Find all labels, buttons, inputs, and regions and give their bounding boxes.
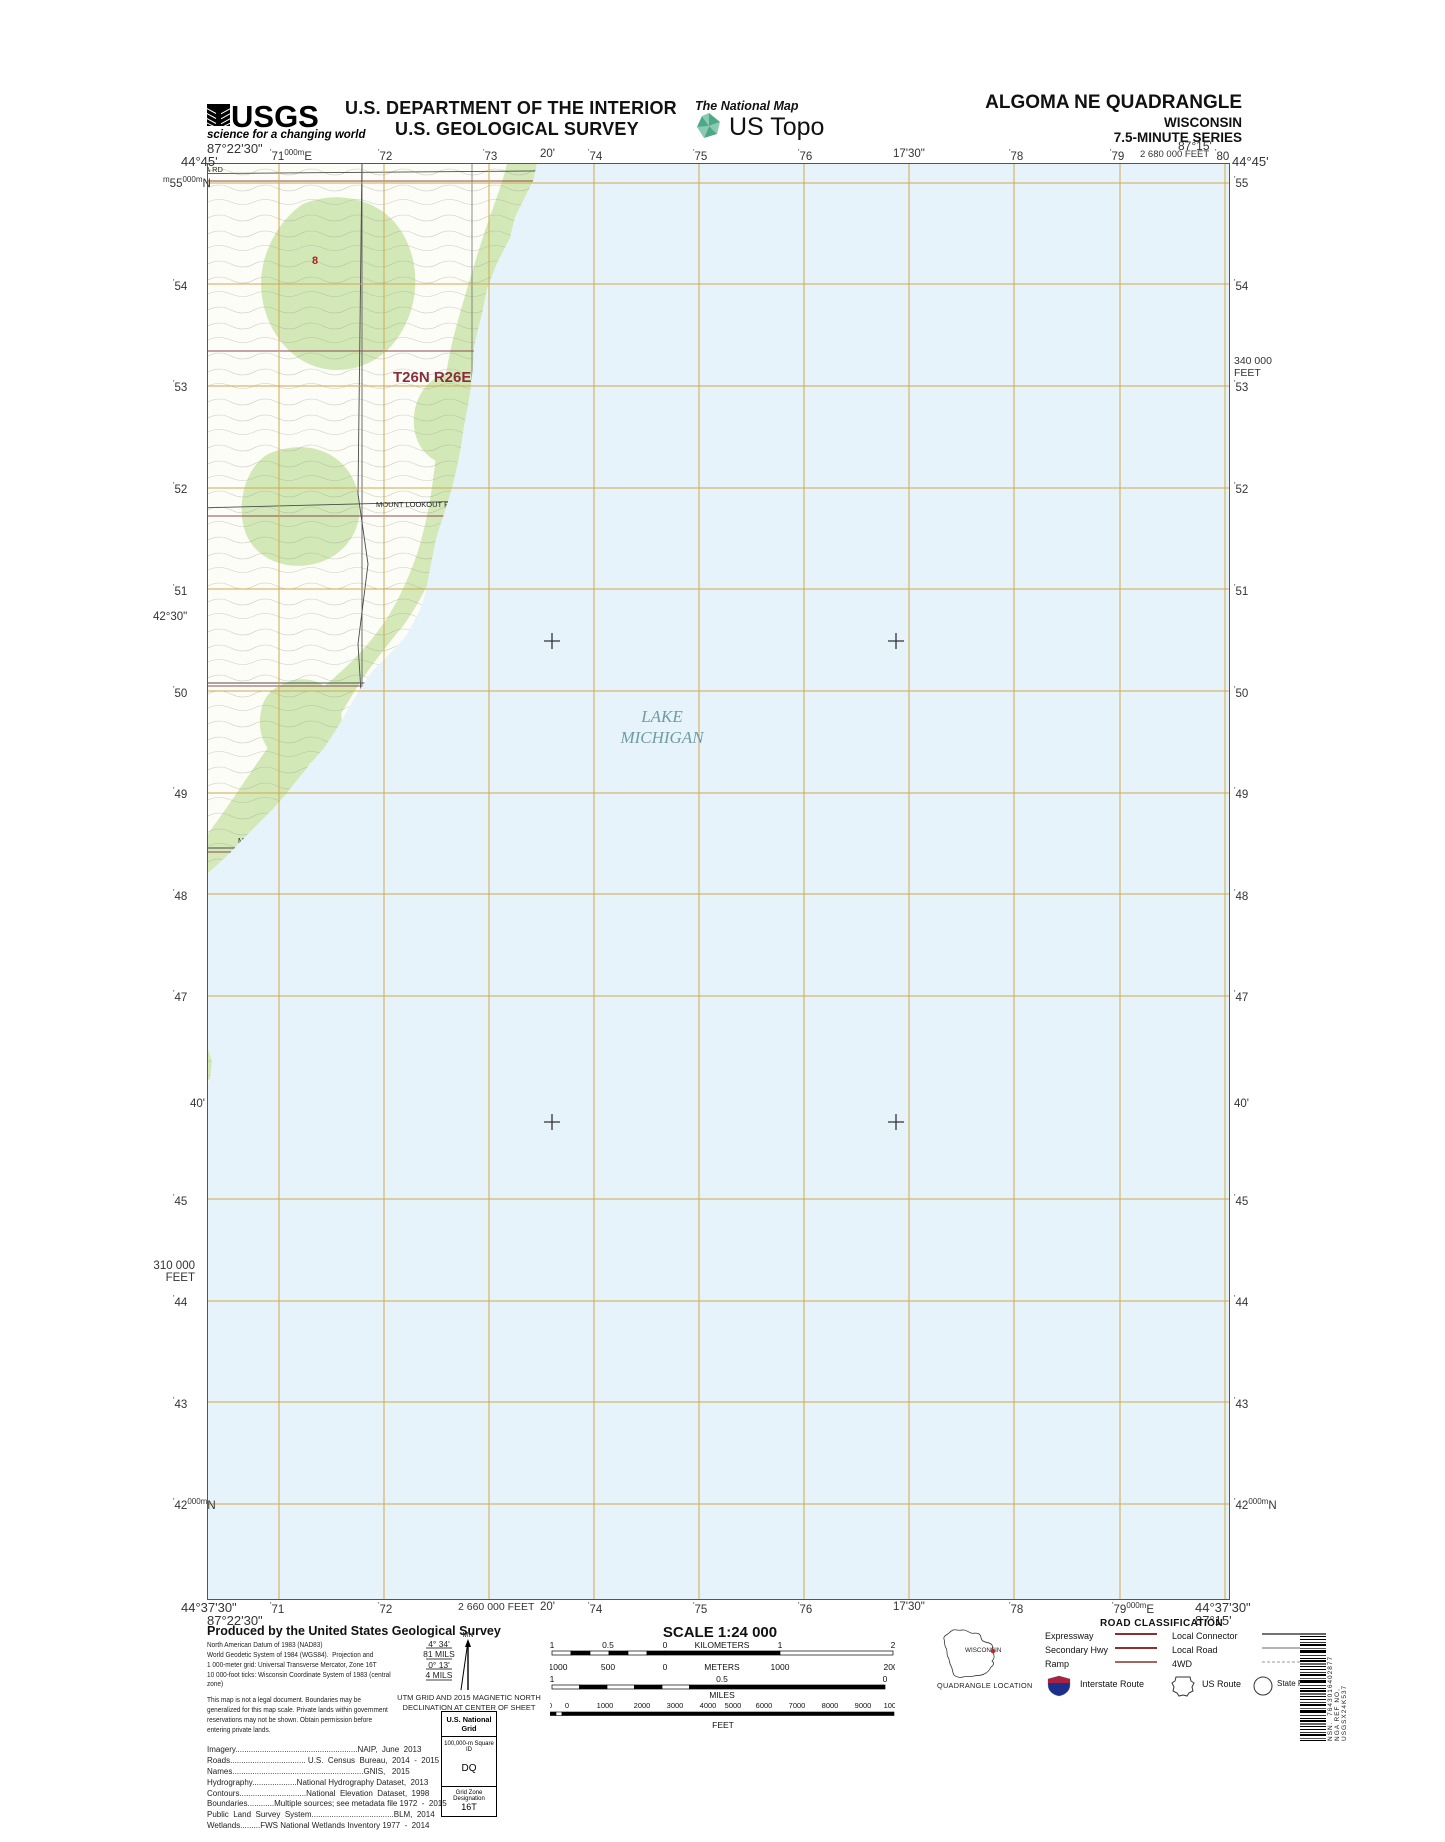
svg-text:METERS: METERS [704, 1662, 740, 1672]
svg-text:8000: 8000 [822, 1701, 839, 1710]
svg-text:WISCONSIN: WISCONSIN [965, 1647, 1002, 1654]
svg-text:2000: 2000 [634, 1701, 651, 1710]
svg-text:MN: MN [463, 1632, 474, 1639]
svg-text:MILES: MILES [709, 1690, 735, 1700]
svg-text:0.5: 0.5 [716, 1674, 728, 1684]
svg-text:4° 34': 4° 34' [428, 1639, 450, 1649]
svg-text:4000: 4000 [700, 1701, 717, 1710]
svg-text:0: 0 [565, 1701, 569, 1710]
svg-text:9000: 9000 [855, 1701, 872, 1710]
svg-text:1000: 1000 [597, 1701, 614, 1710]
svg-text:5000: 5000 [725, 1701, 742, 1710]
svg-text:500: 500 [601, 1662, 615, 1672]
svg-text:1000: 1000 [550, 1662, 568, 1672]
svg-text:0: 0 [663, 1640, 668, 1650]
svg-text:0.5: 0.5 [602, 1640, 614, 1650]
svg-text:1: 1 [550, 1640, 555, 1650]
svg-text:0: 0 [550, 1701, 552, 1710]
svg-text:2000: 2000 [884, 1662, 895, 1672]
svg-text:2: 2 [891, 1640, 895, 1650]
svg-text:81 MILS: 81 MILS [423, 1649, 455, 1659]
svg-text:3000: 3000 [667, 1701, 684, 1710]
svg-text:0: 0 [883, 1674, 888, 1684]
svg-text:1: 1 [550, 1674, 555, 1684]
svg-text:KILOMETERS: KILOMETERS [695, 1640, 750, 1650]
svg-text:0° 13': 0° 13' [428, 1660, 450, 1670]
svg-text:1000: 1000 [771, 1662, 790, 1672]
svg-text:6000: 6000 [756, 1701, 773, 1710]
svg-text:4 MILS: 4 MILS [426, 1670, 453, 1680]
svg-text:0: 0 [663, 1662, 668, 1672]
svg-text:7000: 7000 [789, 1701, 806, 1710]
svg-text:1: 1 [778, 1640, 783, 1650]
